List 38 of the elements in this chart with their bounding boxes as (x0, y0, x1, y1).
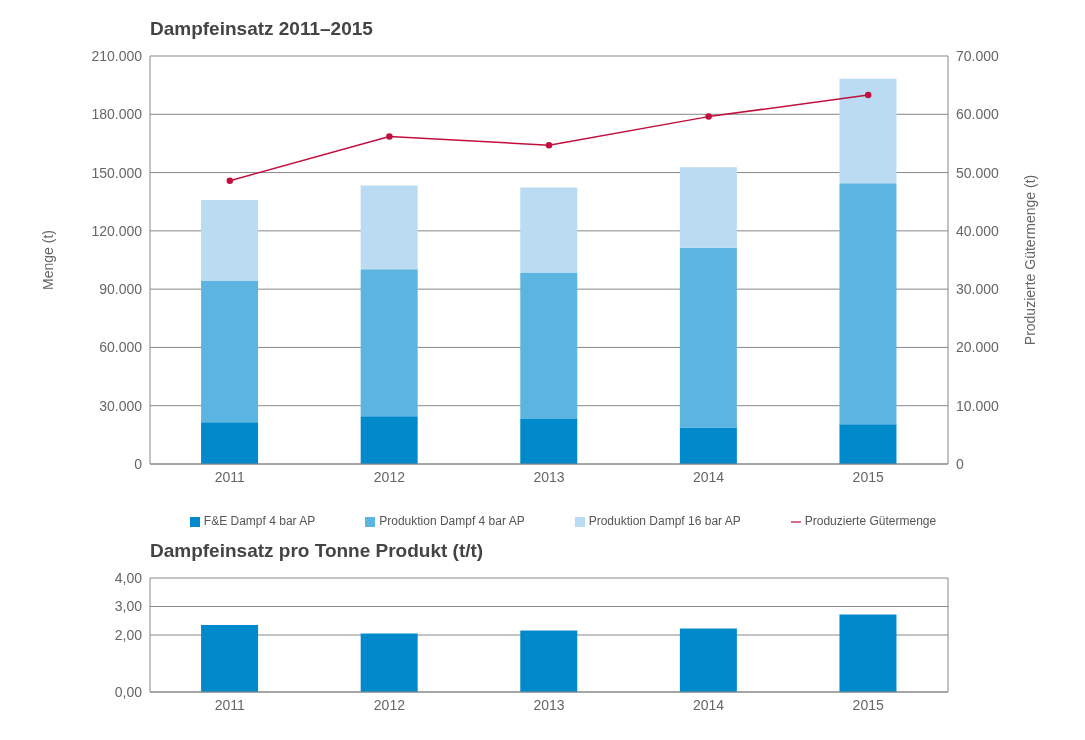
x-tick-label: 2014 (693, 468, 725, 485)
y2-tick-label: 20.000 (956, 339, 1000, 356)
y-tick-label: 150.000 (91, 164, 143, 181)
y-tick-label: 3,00 (114, 598, 143, 615)
y-tick-label: 2,00 (114, 626, 143, 643)
chart-title: Dampfeinsatz 2011–2015 (150, 18, 374, 41)
y-tick-label: 120.000 (91, 222, 143, 239)
legend-label: Produktion Dampf 4 bar AP (379, 514, 525, 528)
y2-tick-label: 0 (956, 455, 964, 472)
y2-tick-label: 70.000 (956, 47, 1000, 64)
y-tick-label: 210.000 (91, 47, 143, 64)
y-tick-label: 4,00 (114, 569, 143, 586)
legend-label: Produzierte Gütermenge (804, 514, 937, 528)
x-tick-label: 2015 (852, 696, 884, 713)
x-tick-label: 2013 (533, 468, 565, 485)
x-tick-label: 2011 (214, 468, 246, 485)
y2-tick-label: 30.000 (956, 281, 1000, 298)
y2-tick-label: 10.000 (956, 397, 1000, 414)
y2-tick-label: 60.000 (956, 106, 1000, 123)
y2-tick-label: 40.000 (956, 222, 1000, 239)
x-tick-label: 2014 (693, 696, 725, 713)
y-axis-title: Menge (t) (39, 230, 56, 290)
y-tick-label: 60.000 (99, 339, 143, 356)
y-tick-label: 30.000 (99, 397, 143, 414)
x-tick-label: 2011 (214, 696, 246, 713)
x-tick-label: 2012 (373, 696, 406, 713)
y-tick-label: 0 (134, 455, 143, 472)
y2-tick-label: 50.000 (956, 164, 1000, 181)
legend-label: Produktion Dampf 16 bar AP (588, 514, 741, 528)
y-tick-label: 0,00 (114, 683, 143, 700)
chart-title: Dampfeinsatz pro Tonne Produkt (t/t) (150, 540, 485, 563)
legend-label: F&E Dampf 4 bar AP (203, 514, 316, 528)
y-tick-label: 180.000 (91, 106, 143, 123)
y2-axis-title: Produzierte Gütermenge (t) (1021, 174, 1038, 346)
y-tick-label: 90.000 (99, 281, 143, 298)
x-tick-label: 2015 (852, 468, 884, 485)
x-tick-label: 2013 (533, 696, 565, 713)
x-tick-label: 2012 (373, 468, 406, 485)
